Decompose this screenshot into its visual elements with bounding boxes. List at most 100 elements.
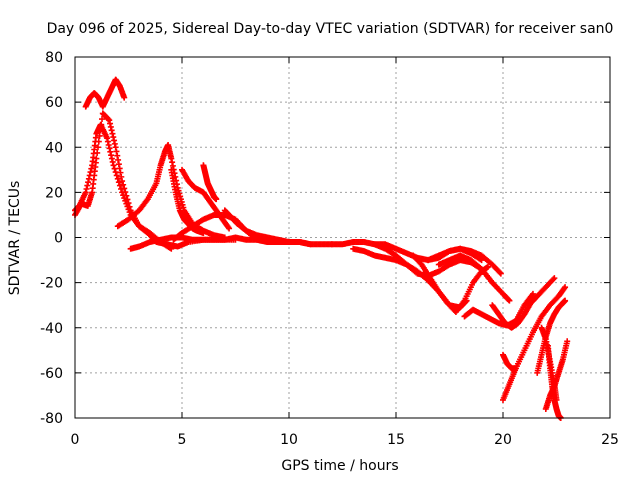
- data-point: [562, 284, 569, 291]
- data-point: [121, 195, 128, 202]
- data-point: [529, 290, 536, 297]
- axis-ticks: 0 5 10 15 20 25 -80 -60 -40 -20 0 20 40 60 80: [40, 50, 619, 448]
- data-point: [550, 276, 557, 283]
- x-tick-label: 20: [494, 432, 512, 448]
- data-point: [86, 172, 93, 179]
- series-pass-16: [435, 252, 513, 304]
- x-tick-label: 25: [601, 432, 619, 448]
- series-pass-18: [489, 275, 558, 331]
- data-point: [113, 172, 120, 179]
- series-pass-8: [179, 166, 233, 232]
- data-point: [120, 181, 127, 188]
- x-tick-label: 15: [387, 432, 405, 448]
- data-point: [115, 179, 122, 186]
- y-tick-label: -60: [40, 366, 63, 382]
- series-pass-20: [500, 351, 519, 372]
- data-point: [124, 203, 131, 210]
- series-pass-15: [425, 245, 504, 277]
- data-point: [112, 169, 119, 176]
- data-point: [110, 134, 117, 141]
- data-point: [104, 138, 111, 145]
- data-point: [110, 162, 117, 169]
- data-point: [179, 201, 186, 208]
- data-point: [95, 144, 102, 151]
- y-tick-label: -20: [40, 276, 63, 292]
- data-point: [307, 241, 314, 248]
- y-tick-label: 40: [45, 140, 63, 156]
- data-point: [200, 229, 207, 236]
- y-tick-label: 60: [45, 95, 63, 111]
- grid-lines: [75, 57, 610, 418]
- data-point: [119, 178, 126, 185]
- series-pass-7: [168, 166, 207, 236]
- data-point: [114, 152, 121, 159]
- data-point: [111, 137, 118, 144]
- series-pass-2: [82, 76, 128, 110]
- series-pass-9: [200, 162, 220, 203]
- series-pass-24: [542, 338, 571, 412]
- data-points: [72, 76, 571, 421]
- data-point: [105, 116, 112, 123]
- y-tick-label: -80: [40, 411, 63, 427]
- data-point: [512, 365, 519, 372]
- data-point: [93, 155, 100, 162]
- data-point: [111, 140, 118, 147]
- data-point: [496, 269, 503, 276]
- data-point: [226, 225, 233, 232]
- data-point: [108, 155, 115, 162]
- data-point: [225, 224, 232, 231]
- series-pass-10: [221, 207, 314, 248]
- data-point: [168, 245, 175, 252]
- data-point: [169, 162, 176, 169]
- data-point: [108, 152, 115, 159]
- data-point: [121, 94, 128, 101]
- data-point: [112, 144, 119, 151]
- data-point: [213, 196, 220, 203]
- data-point: [505, 296, 512, 303]
- data-point: [88, 165, 95, 172]
- x-tick-label: 0: [71, 432, 80, 448]
- data-point: [122, 197, 129, 204]
- data-point: [176, 190, 183, 197]
- data-point: [104, 135, 111, 142]
- data-point: [561, 285, 568, 292]
- data-point: [85, 175, 92, 182]
- data-point: [109, 158, 116, 165]
- data-point: [108, 127, 115, 134]
- data-point: [118, 173, 125, 180]
- chart-title: Day 096 of 2025, Sidereal Day-to-day VTE…: [47, 21, 614, 37]
- data-point: [96, 132, 103, 139]
- data-point: [562, 297, 569, 304]
- data-point: [109, 130, 116, 137]
- data-point: [126, 209, 133, 216]
- data-point: [107, 148, 114, 155]
- data-point: [485, 263, 492, 270]
- data-point: [87, 169, 94, 176]
- data-point: [168, 155, 175, 162]
- data-point: [125, 206, 132, 213]
- data-point: [115, 161, 122, 168]
- data-point: [506, 297, 513, 304]
- data-point: [115, 156, 122, 163]
- data-point: [551, 275, 558, 282]
- data-point: [107, 120, 114, 127]
- data-point: [83, 185, 90, 192]
- y-tick-label: 0: [54, 231, 63, 247]
- data-point: [106, 117, 113, 124]
- x-tick-label: 5: [178, 432, 187, 448]
- data-point: [119, 189, 126, 196]
- y-tick-label: 20: [45, 185, 63, 201]
- data-point: [105, 141, 112, 148]
- data-point: [106, 145, 113, 152]
- data-point: [116, 182, 123, 189]
- data-point: [116, 165, 123, 172]
- x-axis-label: GPS time / hours: [281, 458, 398, 474]
- series-pass-19: [500, 284, 569, 403]
- data-point: [118, 185, 125, 192]
- data-point: [107, 123, 114, 130]
- y-tick-label: -40: [40, 321, 63, 337]
- data-point: [85, 179, 92, 186]
- y-axis-label: SDTVAR / TECUs: [7, 181, 23, 296]
- data-point: [84, 182, 91, 189]
